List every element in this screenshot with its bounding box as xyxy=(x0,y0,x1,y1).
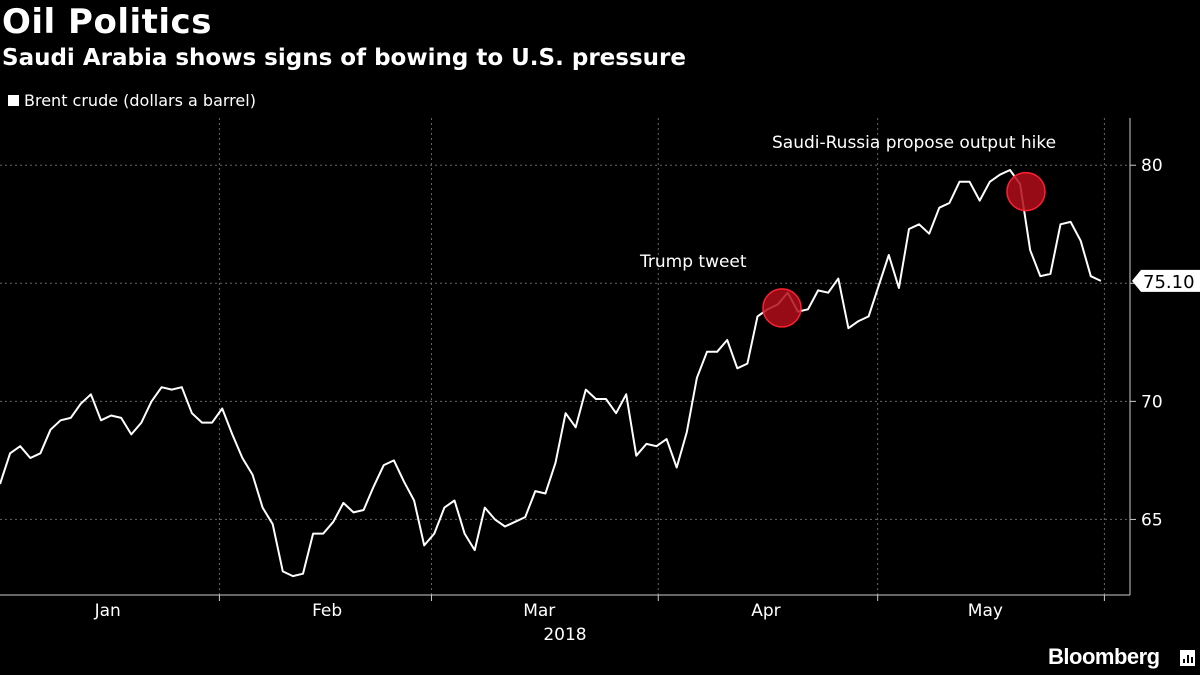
bloomberg-icon xyxy=(1180,650,1195,666)
chart-title: Oil Politics xyxy=(2,2,212,42)
legend-swatch xyxy=(8,95,19,106)
y-tick-label: 70 xyxy=(1141,392,1163,412)
x-tick-label: Apr xyxy=(751,601,780,621)
x-tick-label: May xyxy=(968,601,1003,621)
x-tick-label: Feb xyxy=(312,601,342,621)
legend: Brent crude (dollars a barrel) xyxy=(8,91,256,110)
x-tick-label: Jan xyxy=(94,601,121,621)
chart-subtitle: Saudi Arabia shows signs of bowing to U.… xyxy=(2,45,686,71)
annotation-label: Saudi-Russia propose output hike xyxy=(772,133,1056,153)
legend-label: Brent crude (dollars a barrel) xyxy=(24,91,256,110)
annotation-marker xyxy=(762,288,802,328)
x-tick-label: Mar xyxy=(523,601,555,621)
annotation-label: Trump tweet xyxy=(639,252,747,272)
y-tick-label: 65 xyxy=(1141,510,1163,530)
brand-logo: Bloomberg xyxy=(1048,644,1160,669)
series-line xyxy=(0,169,1102,578)
y-tick-label: 80 xyxy=(1141,156,1163,176)
last-value-box xyxy=(1132,269,1200,292)
x-year-label: 2018 xyxy=(543,625,586,645)
annotation-marker xyxy=(1006,171,1046,212)
last-value-label: 75.10 xyxy=(1143,272,1195,293)
